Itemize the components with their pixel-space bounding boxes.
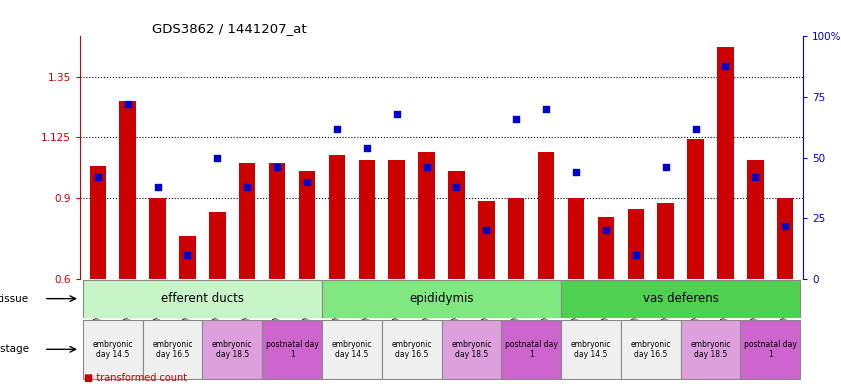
Bar [358, 161, 375, 279]
Text: postnatal day
1: postnatal day 1 [743, 339, 796, 359]
Point [689, 126, 702, 132]
Bar [150, 198, 166, 279]
Point [390, 111, 404, 117]
Bar [262, 320, 322, 379]
Text: embryonic
day 14.5: embryonic day 14.5 [331, 339, 372, 359]
Bar [442, 320, 501, 379]
Text: embryonic
day 18.5: embryonic day 18.5 [212, 339, 252, 359]
Bar [501, 320, 561, 379]
Bar [680, 320, 740, 379]
Point [300, 179, 314, 185]
Point [659, 164, 673, 170]
Bar [143, 320, 203, 379]
Text: embryonic
day 16.5: embryonic day 16.5 [152, 339, 193, 359]
Bar [382, 320, 442, 379]
Text: embryonic
day 16.5: embryonic day 16.5 [631, 339, 671, 359]
Text: efferent ducts: efferent ducts [161, 292, 244, 305]
Text: postnatal day
1: postnatal day 1 [266, 339, 319, 359]
Text: embryonic
day 18.5: embryonic day 18.5 [451, 339, 492, 359]
Bar [561, 320, 621, 379]
Text: embryonic
day 16.5: embryonic day 16.5 [391, 339, 432, 359]
Text: embryonic
day 14.5: embryonic day 14.5 [571, 339, 611, 359]
Point [779, 222, 792, 228]
Point [331, 126, 344, 132]
Bar [568, 198, 584, 279]
Point [450, 184, 463, 190]
Text: ■ transformed count: ■ transformed count [84, 373, 188, 383]
Bar [119, 101, 136, 279]
Bar [299, 171, 315, 279]
Point [271, 164, 284, 170]
Bar [717, 47, 733, 279]
Text: epididymis: epididymis [410, 292, 473, 305]
Point [510, 116, 523, 122]
Point [241, 184, 254, 190]
Text: development stage: development stage [0, 344, 29, 354]
Text: postnatal day
1: postnatal day 1 [505, 339, 558, 359]
Bar [209, 212, 225, 279]
Text: embryonic
day 14.5: embryonic day 14.5 [93, 339, 133, 359]
Text: vas deferens: vas deferens [643, 292, 718, 305]
Point [360, 145, 373, 151]
Point [210, 155, 224, 161]
Point [479, 227, 493, 233]
Point [569, 169, 583, 175]
Point [629, 252, 643, 258]
Bar [418, 152, 435, 279]
Text: tissue: tissue [0, 294, 29, 304]
Point [539, 106, 553, 112]
Point [748, 174, 762, 180]
Point [599, 227, 612, 233]
Point [181, 252, 194, 258]
Bar [448, 171, 465, 279]
Bar [322, 320, 382, 379]
Bar [179, 236, 196, 279]
Bar [329, 155, 345, 279]
Bar [658, 204, 674, 279]
Bar [83, 280, 322, 318]
Bar [239, 163, 256, 279]
Bar [777, 198, 793, 279]
Bar [83, 320, 143, 379]
Bar [627, 209, 644, 279]
Point [91, 174, 104, 180]
Text: GDS3862 / 1441207_at: GDS3862 / 1441207_at [152, 22, 307, 35]
Bar [269, 163, 285, 279]
Bar [740, 320, 800, 379]
Bar [322, 280, 561, 318]
Bar [747, 161, 764, 279]
Bar [508, 198, 525, 279]
Bar [538, 152, 554, 279]
Point [151, 184, 164, 190]
Text: embryonic
day 18.5: embryonic day 18.5 [690, 339, 731, 359]
Point [719, 63, 733, 69]
Bar [203, 320, 262, 379]
Bar [621, 320, 680, 379]
Bar [561, 280, 800, 318]
Bar [90, 166, 106, 279]
Bar [598, 217, 614, 279]
Bar [687, 139, 704, 279]
Bar [479, 201, 495, 279]
Bar [389, 161, 405, 279]
Point [121, 101, 135, 108]
Point [420, 164, 433, 170]
